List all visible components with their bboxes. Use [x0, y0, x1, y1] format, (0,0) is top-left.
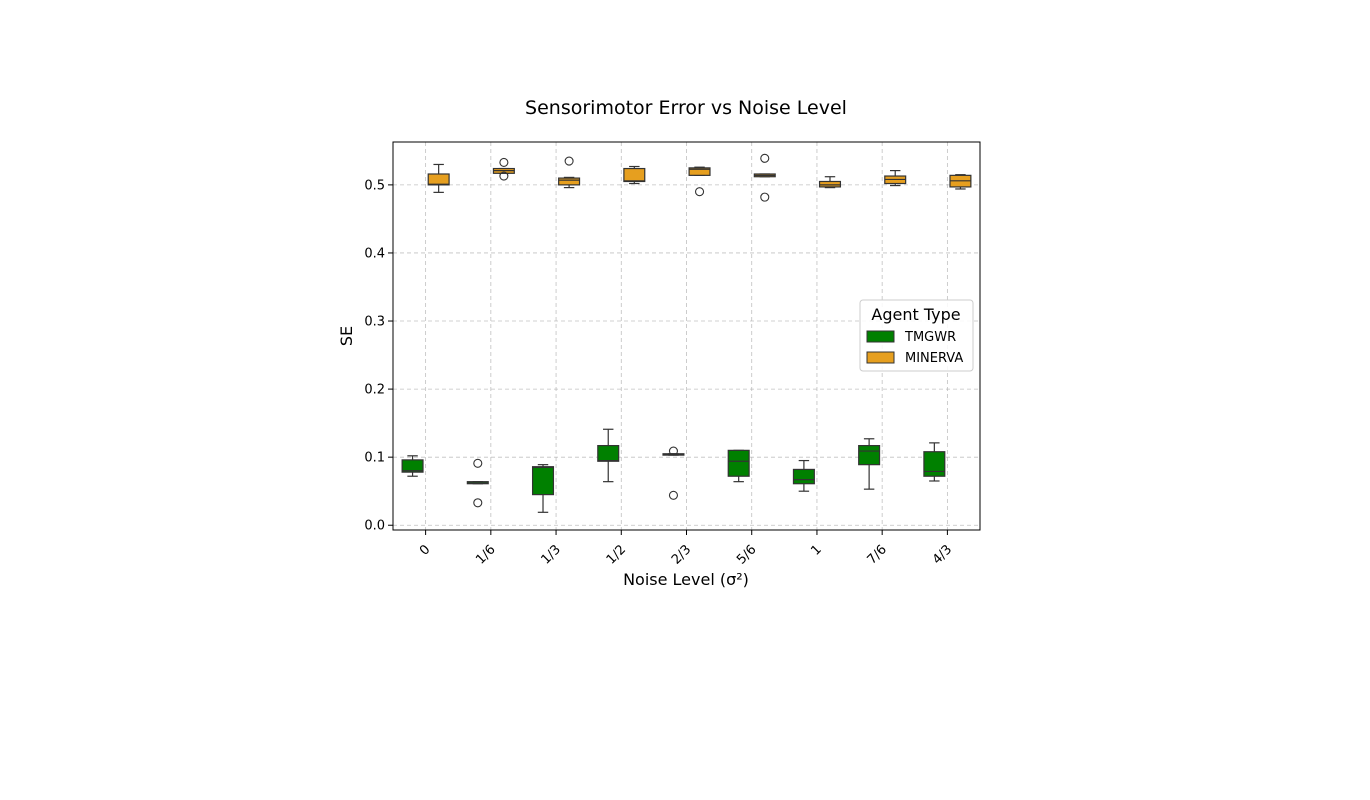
box-minerva-1 [492, 157, 515, 181]
box-body [531, 466, 555, 496]
flier-point [668, 446, 679, 456]
x-tick-label: 2/3 [669, 542, 694, 567]
x-axis-ticks: 0 1/6 1/3 1/2 2/3 5/6 1 7/6 4/3 [417, 530, 955, 568]
box-body [427, 173, 450, 186]
box-tmgwr-0 [401, 455, 424, 477]
box-tmgwr-5 [727, 449, 750, 483]
y-tick-label: 0.5 [364, 178, 385, 193]
x-tick-label: 5/6 [734, 542, 759, 567]
box-layer [401, 153, 972, 513]
x-tick-label: 1/3 [538, 542, 563, 567]
legend-title: Agent Type [871, 305, 960, 324]
legend-label-minerva: MINERVA [905, 351, 963, 366]
y-tick-label: 0.0 [364, 519, 385, 534]
y-tick-label: 0.4 [364, 246, 385, 261]
x-axis-label: Noise Level (σ²) [623, 570, 749, 589]
box-body [688, 167, 711, 176]
y-tick-label: 0.1 [364, 451, 385, 466]
legend-swatch-minerva [866, 351, 895, 364]
box-minerva-7 [884, 169, 907, 187]
flier-point [499, 157, 509, 167]
flier-point [668, 490, 679, 500]
y-tick-label: 0.3 [364, 315, 385, 330]
flier-point [760, 192, 770, 202]
flier-point [473, 458, 483, 468]
x-tick-label: 1/6 [473, 542, 498, 567]
grid-layer [393, 142, 980, 530]
box-minerva-8 [949, 174, 972, 190]
x-tick-label: 1/2 [604, 542, 629, 567]
chart-title: Sensorimotor Error vs Noise Level [525, 97, 847, 119]
box-body [818, 180, 842, 188]
y-axis-label: SE [337, 326, 356, 346]
legend-label-tmgwr: TMGWR [904, 330, 956, 345]
box-body [597, 444, 620, 462]
box-tmgwr-7 [858, 438, 881, 490]
x-tick-label: 7/6 [865, 542, 890, 567]
box-body [858, 444, 881, 466]
box-body [558, 177, 581, 186]
box-tmgwr-4 [662, 446, 685, 500]
flier-point [499, 171, 509, 181]
y-tick-label: 0.2 [364, 383, 385, 398]
flier-point [694, 187, 705, 197]
box-minerva-4 [688, 166, 711, 197]
legend: Agent Type TMGWR MINERVA [859, 299, 974, 372]
box-body [923, 451, 946, 477]
box-body [727, 449, 750, 477]
box-tmgwr-3 [597, 428, 620, 483]
box-minerva-6 [818, 176, 842, 189]
box-tmgwr-6 [792, 459, 815, 492]
flier-point [760, 153, 770, 163]
box-tmgwr-2 [531, 464, 555, 513]
box-tmgwr-8 [923, 442, 946, 482]
box-body [792, 468, 815, 485]
flier-point [564, 156, 574, 166]
box-body [623, 167, 646, 183]
x-tick-label: 1 [808, 542, 824, 558]
flier-point [473, 498, 483, 508]
box-minerva-2 [558, 156, 581, 189]
box-tmgwr-1 [466, 458, 489, 508]
box-body [401, 459, 424, 473]
x-tick-label: 4/3 [930, 542, 955, 567]
y-axis-ticks: 0.0 0.1 0.2 0.3 0.4 0.5 [364, 178, 393, 534]
box-minerva-0 [427, 163, 450, 193]
legend-swatch-tmgwr [866, 330, 895, 343]
box-minerva-5 [753, 153, 776, 202]
x-tick-label: 0 [417, 542, 433, 558]
box-minerva-3 [623, 165, 646, 185]
